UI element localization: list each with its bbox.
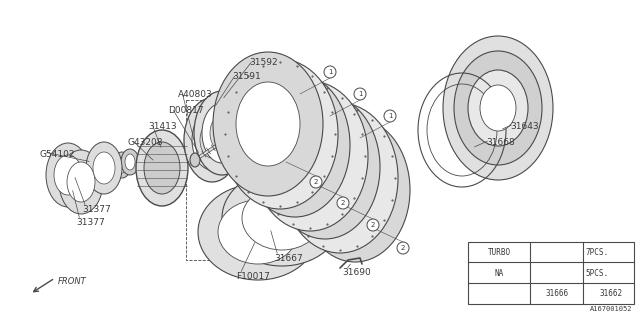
Ellipse shape	[454, 51, 542, 165]
Ellipse shape	[270, 95, 380, 239]
Ellipse shape	[222, 170, 342, 266]
Ellipse shape	[585, 287, 597, 300]
Ellipse shape	[300, 118, 410, 262]
Text: 31377: 31377	[82, 205, 111, 214]
Ellipse shape	[67, 162, 95, 202]
Text: 2: 2	[314, 179, 318, 185]
Ellipse shape	[192, 110, 232, 170]
Text: 31643: 31643	[510, 122, 539, 131]
Ellipse shape	[198, 184, 318, 280]
Ellipse shape	[194, 91, 250, 175]
Ellipse shape	[222, 59, 338, 209]
Text: 1: 1	[328, 69, 332, 75]
Ellipse shape	[252, 81, 368, 231]
Text: G43208: G43208	[128, 138, 163, 147]
Ellipse shape	[337, 197, 349, 209]
Ellipse shape	[46, 143, 90, 207]
Ellipse shape	[367, 219, 379, 231]
Ellipse shape	[93, 152, 115, 184]
Text: 31667: 31667	[274, 254, 303, 263]
Text: FRONT: FRONT	[58, 277, 87, 286]
Text: 2: 2	[589, 291, 593, 296]
Text: TURBO: TURBO	[488, 248, 511, 257]
Ellipse shape	[263, 103, 327, 187]
Ellipse shape	[202, 103, 242, 163]
Ellipse shape	[443, 36, 553, 180]
Text: 31413: 31413	[148, 122, 177, 131]
Ellipse shape	[242, 186, 322, 250]
Text: 2: 2	[401, 245, 405, 251]
Ellipse shape	[86, 142, 122, 194]
Ellipse shape	[245, 89, 315, 179]
Ellipse shape	[117, 157, 127, 173]
Text: 1: 1	[388, 113, 392, 119]
Ellipse shape	[532, 287, 544, 300]
Ellipse shape	[397, 242, 409, 254]
Ellipse shape	[305, 133, 375, 223]
Ellipse shape	[125, 154, 135, 170]
Ellipse shape	[121, 149, 139, 175]
Text: 31662: 31662	[599, 289, 622, 298]
Text: 31591: 31591	[232, 72, 260, 81]
Ellipse shape	[113, 152, 131, 178]
Text: 31690: 31690	[342, 268, 371, 277]
Text: 2: 2	[341, 200, 345, 206]
Ellipse shape	[323, 148, 387, 232]
Text: 2: 2	[371, 222, 375, 228]
Ellipse shape	[310, 176, 322, 188]
Ellipse shape	[184, 98, 240, 182]
Text: 31668: 31668	[486, 138, 515, 147]
Text: 31377: 31377	[76, 218, 105, 227]
Ellipse shape	[480, 85, 516, 131]
Ellipse shape	[468, 70, 528, 146]
Text: A40803: A40803	[178, 90, 212, 99]
Ellipse shape	[275, 111, 345, 201]
Ellipse shape	[240, 73, 350, 217]
Ellipse shape	[282, 103, 398, 253]
Ellipse shape	[210, 115, 234, 151]
Text: NA: NA	[494, 268, 504, 277]
Ellipse shape	[324, 66, 336, 78]
Text: 1: 1	[358, 91, 362, 97]
Ellipse shape	[293, 125, 357, 209]
Text: D00817: D00817	[168, 106, 204, 115]
Ellipse shape	[213, 52, 323, 196]
Ellipse shape	[59, 150, 103, 214]
Ellipse shape	[54, 155, 82, 195]
Text: 7PCS.: 7PCS.	[586, 248, 609, 257]
Ellipse shape	[384, 110, 396, 122]
Ellipse shape	[144, 142, 180, 194]
Bar	[468, 242, 634, 304]
Text: G54102: G54102	[40, 150, 76, 159]
Ellipse shape	[236, 82, 300, 166]
Ellipse shape	[136, 130, 188, 206]
Text: 5PCS.: 5PCS.	[586, 268, 609, 277]
Text: 31666: 31666	[546, 289, 569, 298]
Text: 1: 1	[536, 291, 540, 296]
Text: 31592: 31592	[249, 58, 278, 67]
Text: A167001052: A167001052	[589, 306, 632, 312]
Ellipse shape	[190, 153, 200, 167]
Ellipse shape	[218, 200, 298, 264]
Ellipse shape	[200, 122, 224, 158]
Ellipse shape	[354, 88, 366, 100]
Text: F10017: F10017	[236, 272, 270, 281]
